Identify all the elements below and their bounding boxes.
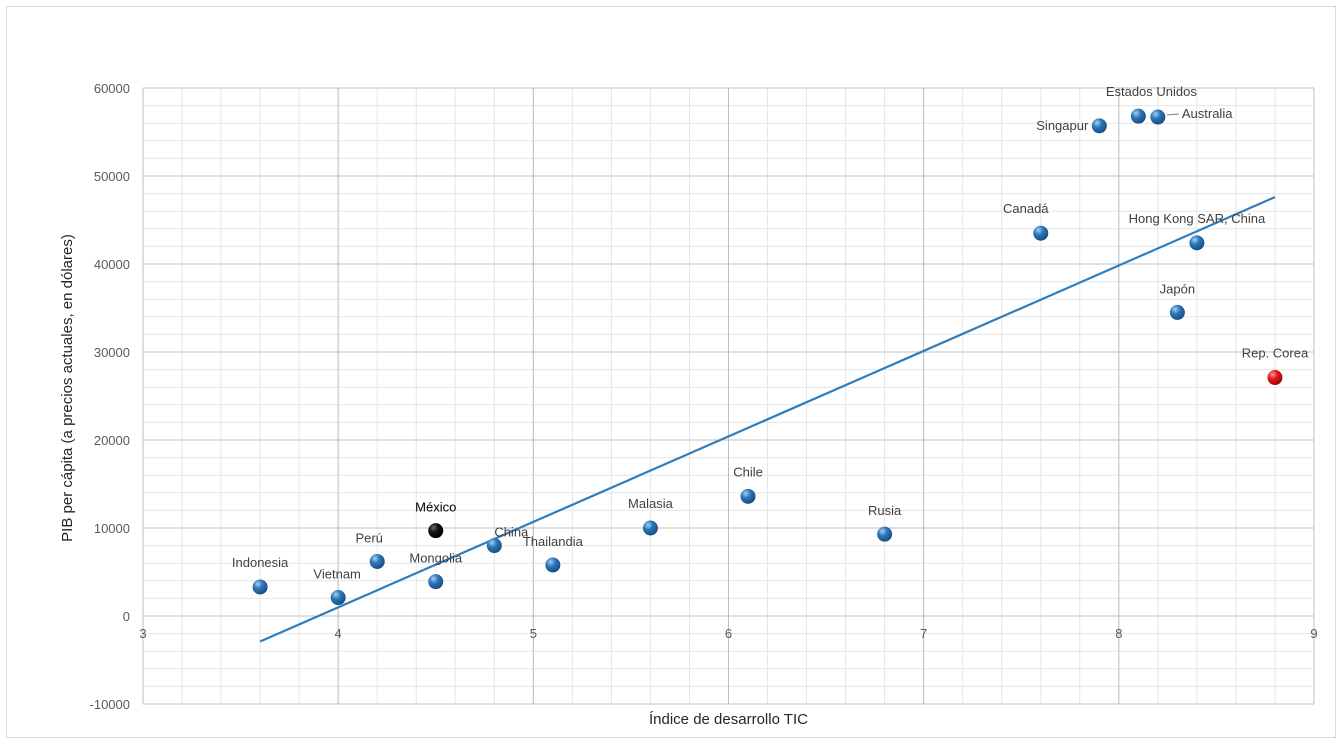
point-china (486, 538, 502, 554)
x-axis-tick-labels: 3 4 5 6 7 8 9 (139, 626, 1317, 641)
trendline (259, 196, 1276, 643)
point-vietnam (330, 590, 346, 606)
point-canada (1033, 225, 1049, 241)
y-tick-label: 30000 (94, 345, 130, 360)
major-gridlines (142, 87, 1315, 705)
leader-line-australia (1166, 113, 1179, 116)
point-rusia (877, 526, 893, 542)
label-peru: Perú (355, 530, 382, 545)
x-axis-title: Índice de desarrollo TIC (649, 711, 808, 728)
label-malasia: Malasia (628, 496, 674, 511)
y-tick-label: -10000 (90, 697, 130, 712)
point-rep-corea (1267, 370, 1283, 386)
point-estados-unidos (1130, 108, 1146, 124)
point-hong-kong-sar-china (1189, 235, 1205, 251)
point-malasia (642, 520, 658, 536)
label-chile: Chile (733, 464, 763, 479)
x-tick-label: 6 (725, 626, 732, 641)
x-tick-label: 9 (1310, 626, 1317, 641)
label-japon: Japón (1160, 281, 1195, 296)
data-point-labels: Indonesia Vietnam Perú México Mongolia ChinaT… (232, 84, 1309, 581)
y-tick-label: 0 (123, 609, 130, 624)
y-tick-label: 50000 (94, 169, 130, 184)
y-tick-label: 20000 (94, 433, 130, 448)
point-chile (740, 488, 756, 504)
label-indonesia: Indonesia (232, 555, 289, 570)
x-tick-label: 5 (530, 626, 537, 641)
point-mongolia (428, 574, 444, 590)
label-singapur: Singapur (1036, 118, 1089, 133)
label-mexico: México (415, 500, 456, 515)
data-points (252, 108, 1283, 606)
label-mongolia: Mongolia (409, 551, 463, 566)
x-tick-label: 3 (139, 626, 146, 641)
point-thailandia (545, 557, 561, 573)
x-tick-label: 4 (335, 626, 342, 641)
label-canada: Canadá (1003, 201, 1049, 216)
y-tick-label: 10000 (94, 521, 130, 536)
trendline-group (259, 196, 1276, 643)
y-tick-label: 40000 (94, 257, 130, 272)
point-australia (1150, 109, 1166, 125)
label-estados-unidos: Estados Unidos (1106, 84, 1198, 99)
point-singapur (1091, 118, 1107, 134)
label-rusia: Rusia (868, 503, 902, 518)
point-peru (369, 553, 385, 569)
x-tick-label: 8 (1115, 626, 1122, 641)
point-indonesia (252, 579, 268, 595)
label-thailandia: Thailandia (523, 534, 584, 549)
x-tick-label: 7 (920, 626, 927, 641)
label-rep-corea: Rep. Corea (1242, 346, 1309, 361)
point-mexico (428, 523, 444, 539)
point-japon (1169, 304, 1185, 320)
label-australia: Australia (1182, 106, 1233, 121)
y-tick-label: 60000 (94, 81, 130, 96)
label-hong-kong-sar-china: Hong Kong SAR, China (1129, 211, 1266, 226)
label-china: China (494, 525, 529, 540)
y-axis-title: PIB per cápita (a precios actuales, en d… (59, 234, 76, 542)
label-vietnam: Vietnam (313, 567, 360, 582)
y-axis-tick-labels: -10000 0 10000 20000 30000 40000 50000 60000 (90, 81, 130, 712)
